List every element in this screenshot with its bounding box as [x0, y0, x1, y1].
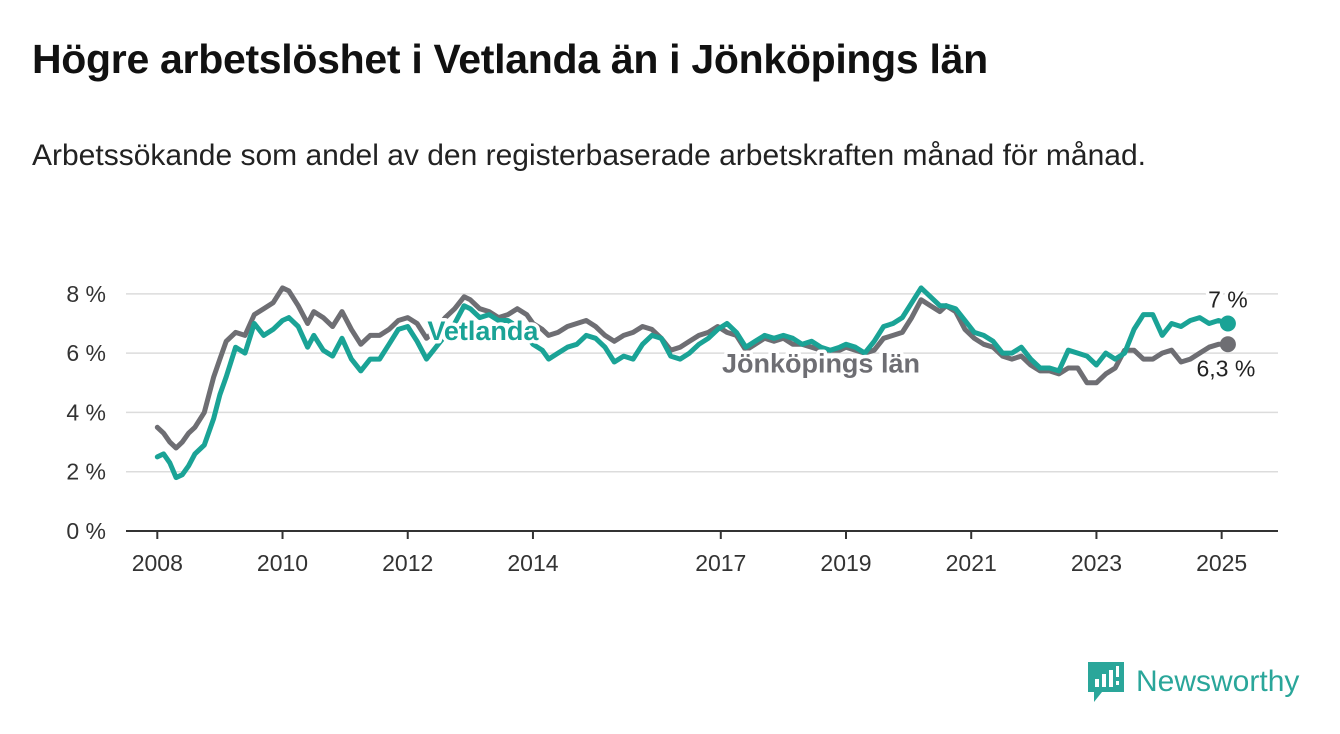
series-label-vetlanda: Vetlanda	[427, 316, 539, 346]
y-tick-label: 2 %	[66, 459, 106, 485]
x-axis: 2008 2010 2012 2014 2017 2019 2021 2023 2025	[126, 530, 1278, 576]
endpoint-vetlanda	[1219, 315, 1236, 332]
end-label-vetlanda: 7 %	[1208, 287, 1248, 313]
chart-subtitle: Arbetssökande som andel av den registerb…	[32, 139, 1146, 172]
grid	[126, 293, 1278, 473]
series-line-jonkopings-lan	[154, 285, 1231, 451]
x-tick-label: 2012	[382, 550, 433, 576]
x-tick-label: 2023	[1071, 550, 1122, 576]
x-tick-label: 2017	[695, 550, 746, 576]
endpoint-jonkopings-lan	[1219, 336, 1236, 353]
y-tick-label: 4 %	[66, 399, 106, 425]
end-label-jonkopings-lan: 6,3 %	[1196, 355, 1255, 381]
series-label-jonkopings-lan: Jönköpings län	[722, 348, 920, 378]
newsworthy-logo-icon	[1088, 662, 1124, 702]
brand-name: Newsworthy	[1136, 665, 1300, 698]
y-tick-label: 0 %	[66, 518, 106, 544]
y-tick-label: 6 %	[66, 340, 106, 366]
series-labels: Vetlanda Jönköpings län 7 % 6,3 %	[424, 283, 1259, 385]
x-tick-label: 2014	[507, 550, 558, 576]
series-line-vetlanda	[154, 285, 1231, 481]
y-tick-label: 8 %	[66, 281, 106, 307]
x-tick-label: 2019	[820, 550, 871, 576]
x-tick-label: 2010	[257, 550, 308, 576]
series-lines	[154, 285, 1236, 481]
y-axis: 0 % 2 % 4 % 6 % 8 %	[66, 281, 106, 544]
newsworthy-brand: Newsworthy	[1088, 660, 1299, 704]
x-tick-label: 2021	[946, 550, 997, 576]
x-tick-label: 2025	[1196, 550, 1247, 576]
chart-title: Högre arbetslöshet i Vetlanda än i Jönkö…	[32, 36, 988, 82]
x-tick-label: 2008	[132, 550, 183, 576]
